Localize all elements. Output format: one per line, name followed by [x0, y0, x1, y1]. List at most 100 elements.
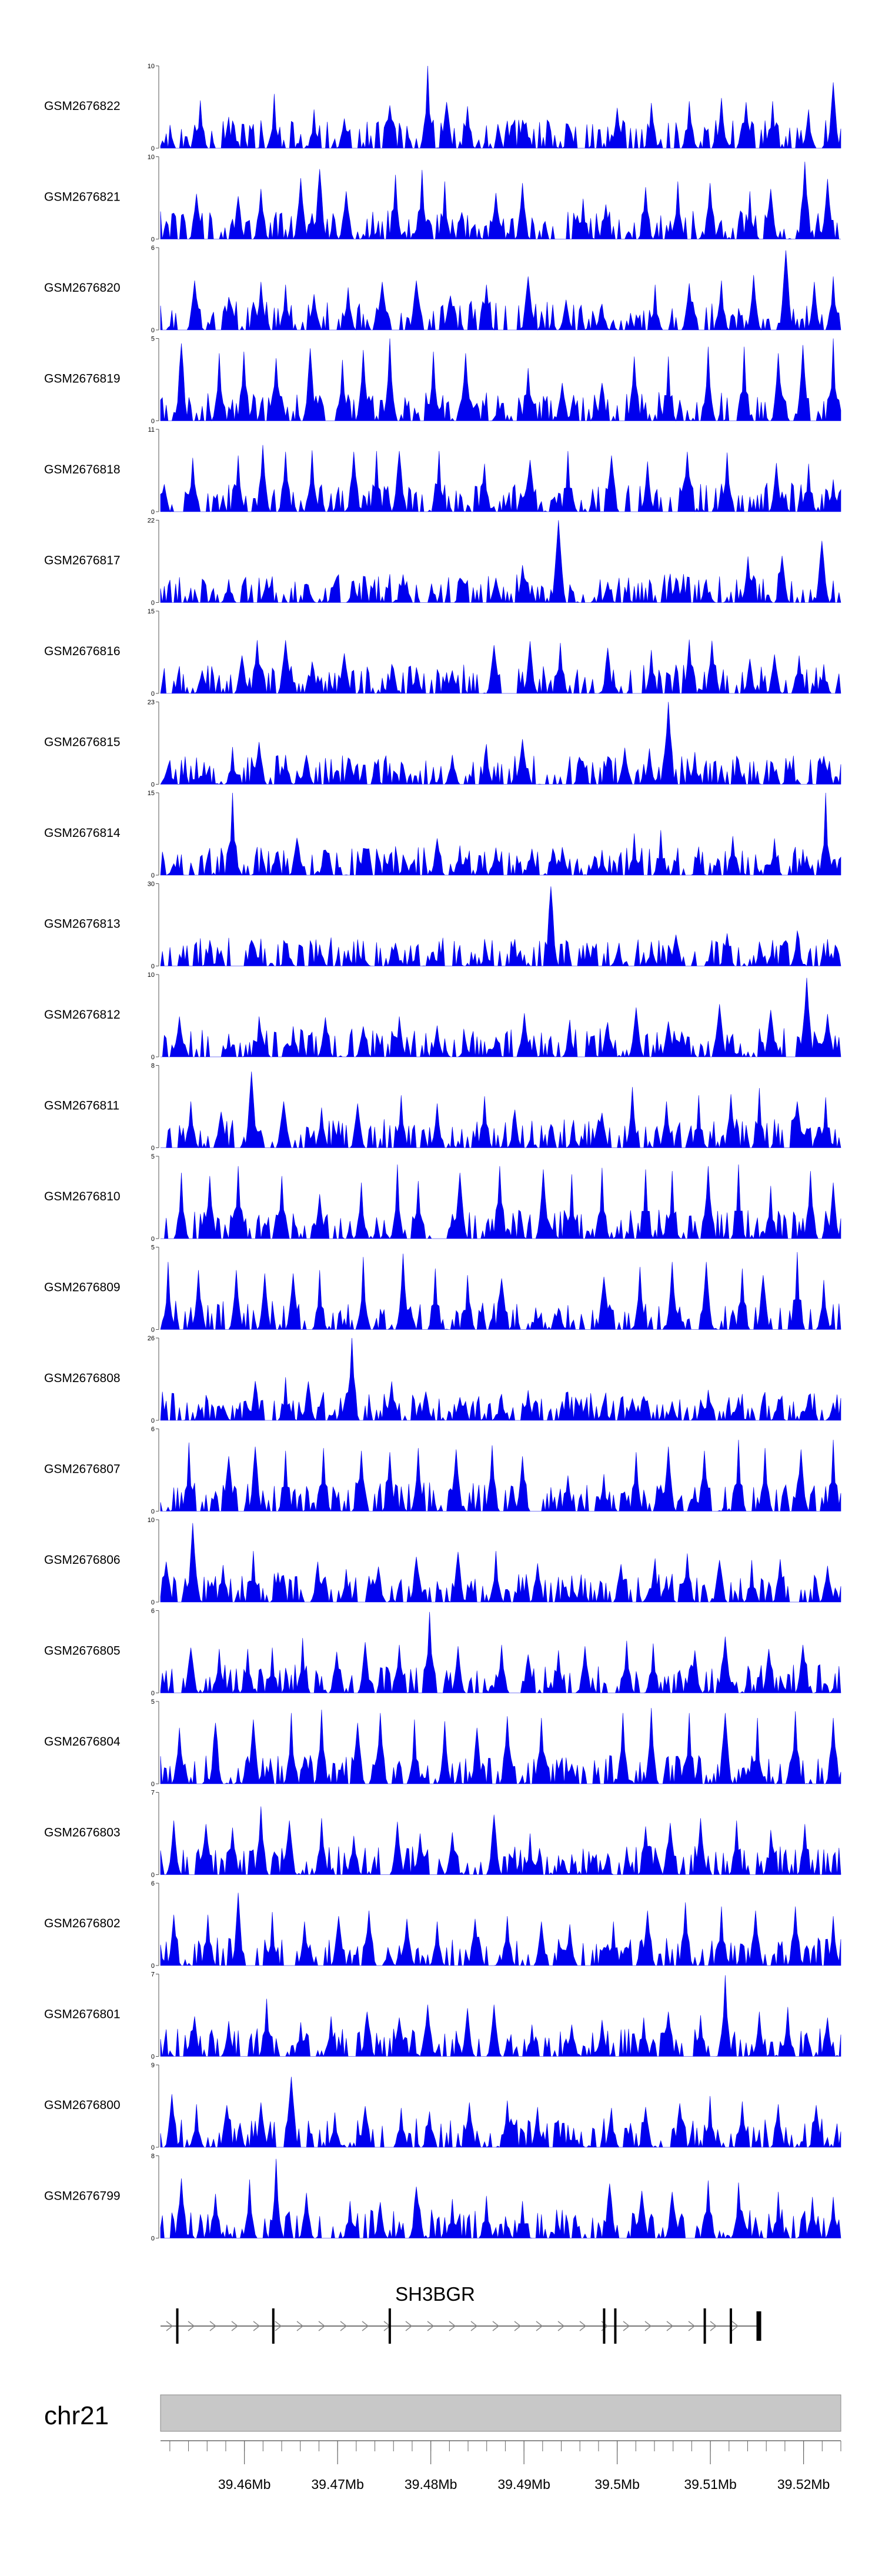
genome-axis-label: 39.47Mb — [311, 2477, 364, 2492]
strand-arrow-icon — [536, 2321, 543, 2331]
y-axis-max-label: 10 — [148, 63, 155, 70]
strand-arrow-icon — [579, 2321, 587, 2331]
coverage-area-GSM2676812 — [161, 977, 841, 1058]
track-label-GSM2676807: GSM2676807 — [44, 1463, 121, 1476]
track-label-GSM2676822: GSM2676822 — [44, 99, 121, 113]
y-axis-max-label: 10 — [148, 972, 155, 979]
exon-7 — [729, 2308, 732, 2344]
y-axis-max-label: 26 — [148, 1335, 155, 1342]
y-axis-max-label: 10 — [148, 154, 155, 161]
track-label-GSM2676804: GSM2676804 — [44, 1735, 121, 1749]
strand-arrow-icon — [666, 2321, 674, 2331]
coverage-area-GSM2676804 — [160, 1708, 841, 1785]
exon-8 — [756, 2311, 761, 2341]
strand-arrow-icon — [340, 2321, 348, 2331]
strand-arrow-icon — [253, 2321, 260, 2331]
track-label-GSM2676814: GSM2676814 — [44, 826, 121, 840]
y-axis-min-label: 0 — [151, 690, 155, 698]
coverage-area-GSM2676817 — [160, 520, 841, 603]
track-label-GSM2676810: GSM2676810 — [44, 1190, 121, 1203]
y-axis-min-label: 0 — [151, 1872, 155, 1879]
coverage-area-GSM2676805 — [160, 1611, 841, 1694]
strand-arrow-icon — [731, 2321, 739, 2331]
y-axis-min-label: 0 — [151, 1690, 155, 1697]
y-axis-min-label: 0 — [151, 1327, 155, 1334]
coverage-area-GSM2676811 — [161, 1071, 841, 1149]
y-axis-max-label: 6 — [151, 1426, 155, 1433]
y-axis-min-label: 0 — [151, 418, 155, 425]
y-axis-max-label: 7 — [151, 1790, 155, 1797]
strand-arrow-icon — [427, 2321, 435, 2331]
y-axis-min-label: 0 — [151, 872, 155, 879]
coverage-area-GSM2676802 — [160, 1893, 841, 1966]
track-label-GSM2676813: GSM2676813 — [44, 917, 121, 931]
strand-arrow-icon — [188, 2321, 195, 2331]
genome-axis-label: 39.48Mb — [405, 2477, 457, 2492]
y-axis-min-label: 0 — [151, 2235, 155, 2243]
genome-axis-label: 39.5Mb — [594, 2477, 640, 2492]
coverage-area-GSM2676818 — [160, 445, 841, 513]
coverage-area-GSM2676810 — [161, 1164, 841, 1240]
genome-axis-label: 39.51Mb — [684, 2477, 737, 2492]
strand-arrow-icon — [275, 2321, 282, 2331]
track-label-GSM2676817: GSM2676817 — [44, 554, 121, 568]
y-axis-max-label: 5 — [151, 1244, 155, 1252]
genome-axis-label: 39.46Mb — [218, 2477, 271, 2492]
y-axis-min-label: 0 — [151, 145, 155, 152]
y-axis-max-label: 10 — [148, 1517, 155, 1524]
y-axis-max-label: 8 — [151, 2153, 155, 2160]
y-axis-max-label: 15 — [148, 790, 155, 797]
y-axis-max-label: 23 — [148, 699, 155, 706]
y-axis-min-label: 0 — [151, 1236, 155, 1243]
strand-arrow-icon — [209, 2321, 217, 2331]
y-axis-min-label: 0 — [151, 2144, 155, 2151]
strand-arrow-icon — [405, 2321, 413, 2331]
strand-arrow-icon — [166, 2321, 173, 2331]
coverage-area-GSM2676803 — [160, 1806, 841, 1876]
coverage-area-GSM2676808 — [160, 1337, 841, 1422]
y-axis-min-label: 0 — [151, 1054, 155, 1061]
y-axis-max-label: 22 — [148, 518, 155, 525]
track-label-GSM2676808: GSM2676808 — [44, 1372, 121, 1385]
coverage-area-GSM2676821 — [160, 161, 841, 240]
y-axis-min-label: 0 — [151, 1145, 155, 1152]
strand-arrow-icon — [318, 2321, 326, 2331]
y-axis-min-label: 0 — [151, 1599, 155, 1606]
coverage-area-GSM2676800 — [160, 2077, 841, 2148]
y-axis-max-label: 5 — [151, 1153, 155, 1160]
y-axis-max-label: 15 — [148, 608, 155, 615]
coverage-area-GSM2676801 — [160, 1975, 841, 2057]
genome-axis-label: 39.52Mb — [777, 2477, 830, 2492]
track-label-GSM2676801: GSM2676801 — [44, 2008, 121, 2021]
track-label-GSM2676799: GSM2676799 — [44, 2190, 121, 2203]
y-axis-max-label: 7 — [151, 1971, 155, 1978]
y-axis-max-label: 6 — [151, 1608, 155, 1615]
y-axis-min-label: 0 — [151, 1417, 155, 1424]
exon-6 — [703, 2308, 706, 2344]
track-label-GSM2676802: GSM2676802 — [44, 1917, 121, 1930]
exon-2 — [272, 2308, 275, 2344]
strand-arrow-icon — [362, 2321, 369, 2331]
coverage-area-GSM2676820 — [160, 250, 841, 331]
strand-arrow-icon — [557, 2321, 565, 2331]
track-label-GSM2676806: GSM2676806 — [44, 1553, 121, 1567]
track-label-GSM2676821: GSM2676821 — [44, 191, 121, 204]
strand-arrow-icon — [514, 2321, 522, 2331]
strand-arrow-icon — [449, 2321, 456, 2331]
strand-arrow-icon — [688, 2321, 696, 2331]
y-axis-max-label: 5 — [151, 1699, 155, 1706]
y-axis-min-label: 0 — [151, 509, 155, 516]
y-axis-min-label: 0 — [151, 600, 155, 607]
y-axis-min-label: 0 — [151, 1781, 155, 1788]
strand-arrow-icon — [296, 2321, 304, 2331]
track-label-GSM2676812: GSM2676812 — [44, 1008, 121, 1022]
coverage-area-GSM2676809 — [160, 1252, 841, 1330]
y-axis-min-label: 0 — [151, 1509, 155, 1516]
strand-arrow-icon — [623, 2321, 630, 2331]
track-label-GSM2676818: GSM2676818 — [44, 463, 121, 476]
coverage-area-GSM2676822 — [160, 65, 841, 149]
exon-3 — [388, 2308, 391, 2344]
y-axis-min-label: 0 — [151, 327, 155, 334]
